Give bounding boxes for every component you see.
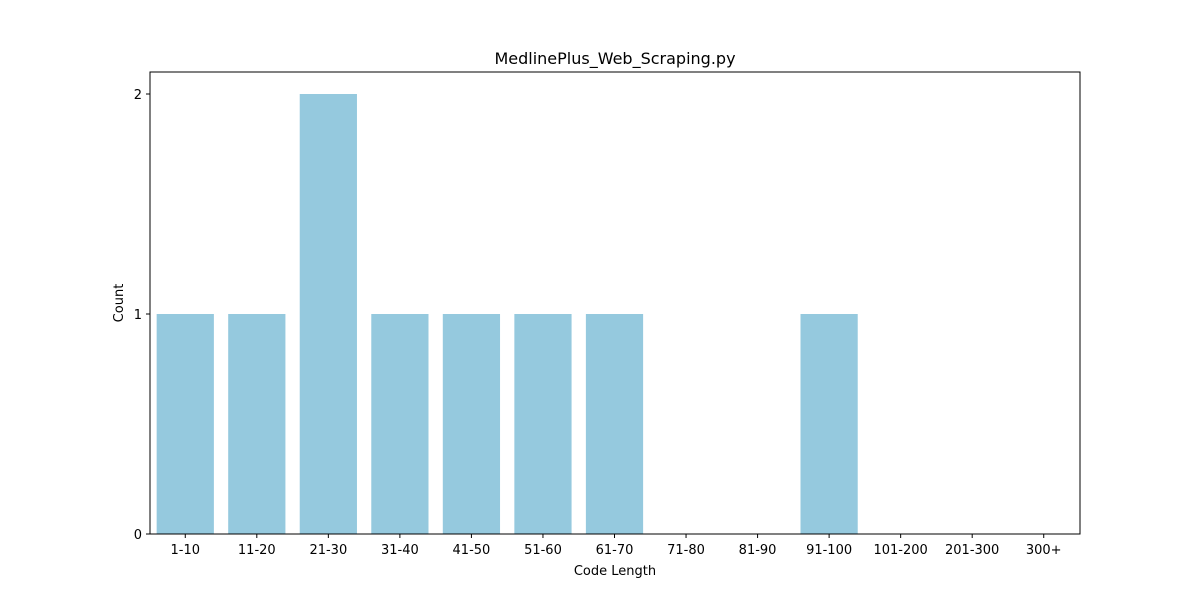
x-tick-label: 51-60 — [524, 543, 562, 558]
bar-21-30 — [299, 94, 357, 534]
x-tick-label: 31-40 — [381, 543, 419, 558]
bar-31-40 — [371, 314, 429, 534]
x-axis: 1-10 11-20 21-30 31-40 41-50 51-60 61-70 71-80 8… — [171, 534, 1062, 558]
bars-group — [156, 94, 858, 534]
y-tick-label: 1 — [134, 308, 142, 323]
x-tick-label: 91-100 — [806, 543, 852, 558]
x-tick-label: 101-200 — [873, 543, 927, 558]
y-tick-label: 2 — [134, 88, 142, 103]
bar-11-20 — [228, 314, 286, 534]
x-tick-label: 61-70 — [596, 543, 634, 558]
y-axis: 0 1 2 — [134, 88, 150, 543]
x-tick-label: 21-30 — [309, 543, 347, 558]
y-axis-label: Count — [112, 284, 127, 323]
bar-1-10 — [156, 314, 214, 534]
bar-61-70 — [585, 314, 644, 534]
y-tick-label: 0 — [134, 528, 142, 543]
x-tick-label: 1-10 — [171, 543, 201, 558]
x-tick-label: 41-50 — [453, 543, 491, 558]
x-tick-label: 71-80 — [667, 543, 705, 558]
bar-51-60 — [514, 314, 572, 534]
bar-91-100 — [800, 314, 858, 534]
x-tick-label: 81-90 — [739, 543, 777, 558]
x-tick-label: 11-20 — [238, 543, 276, 558]
bar-41-50 — [442, 314, 501, 534]
x-axis-label: Code Length — [574, 564, 656, 579]
x-tick-label: 300+ — [1026, 543, 1062, 558]
chart-title: MedlinePlus_Web_Scraping.py — [494, 49, 735, 69]
x-tick-label: 201-300 — [945, 543, 999, 558]
